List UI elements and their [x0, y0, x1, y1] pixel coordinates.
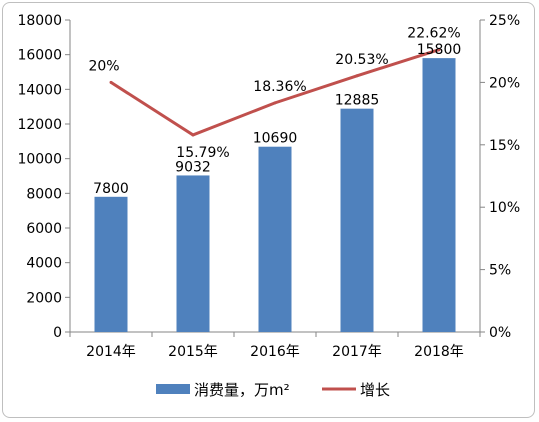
left-tick-label: 2000: [26, 290, 62, 306]
x-tick-label: 2017年: [332, 344, 382, 360]
right-tick-label: 0%: [489, 325, 511, 341]
bar-series: [94, 58, 456, 333]
left-tick-label: 10000: [17, 152, 62, 168]
x-tick-label: 2015年: [168, 344, 218, 360]
line-point: [191, 133, 195, 137]
legend: 消费量，万m² 增长: [156, 381, 390, 399]
line-data-label: 18.36%: [253, 79, 306, 95]
bar: [422, 58, 456, 333]
left-tick-label: 12000: [17, 117, 62, 133]
legend-line-label: 增长: [360, 381, 390, 399]
line-point: [437, 48, 441, 52]
x-tick-label: 2018年: [414, 344, 464, 360]
bar-data-label: 9032: [175, 159, 211, 175]
line-series: [109, 48, 441, 137]
line-data-label: 20.53%: [335, 52, 388, 68]
line-data-label: 22.62%: [407, 26, 460, 42]
x-axis-ticks: 2014年 2015年 2016年 2017年 2018年: [69, 332, 481, 360]
line-point: [273, 101, 277, 105]
right-tick-label: 10%: [489, 200, 520, 216]
right-axis-ticks: 0% 5% 10% 15% 20% 25%: [480, 13, 520, 341]
line-point: [355, 74, 359, 78]
left-tick-label: 6000: [26, 221, 62, 237]
left-tick-label: 16000: [17, 48, 62, 64]
right-tick-label: 20%: [489, 75, 520, 91]
bar-data-label: 12885: [335, 93, 380, 109]
left-tick-label: 18000: [17, 13, 62, 29]
line-data-label: 15.79%: [176, 145, 229, 161]
right-tick-label: 25%: [489, 13, 520, 29]
legend-bar-swatch: [156, 384, 190, 394]
bar-data-label: 10690: [253, 131, 298, 147]
right-tick-label: 15%: [489, 138, 520, 154]
left-tick-label: 14000: [17, 82, 62, 98]
x-tick-label: 2016年: [250, 344, 300, 360]
legend-bar-label: 消费量，万m²: [194, 381, 290, 399]
left-axis-ticks: 0 2000 4000 6000 8000 10000 12000 14000 16000 180…: [17, 13, 70, 341]
bar: [258, 146, 292, 332]
bar: [176, 175, 210, 332]
right-tick-label: 5%: [489, 263, 511, 279]
x-tick-label: 2014年: [86, 344, 136, 360]
bar: [94, 196, 128, 332]
bar-data-label: 7800: [93, 181, 129, 197]
left-tick-label: 4000: [26, 256, 62, 272]
bar-data-label: 15800: [417, 42, 462, 58]
left-tick-label: 8000: [26, 186, 62, 202]
left-tick-label: 0: [53, 325, 62, 341]
bar: [340, 108, 374, 332]
line-data-labels: 20% 15.79% 18.36% 20.53% 22.62%: [88, 26, 460, 161]
line-data-label: 20%: [88, 58, 119, 74]
bar-data-labels: 7800 9032 10690 12885 15800: [93, 42, 461, 197]
line-point: [109, 80, 113, 84]
